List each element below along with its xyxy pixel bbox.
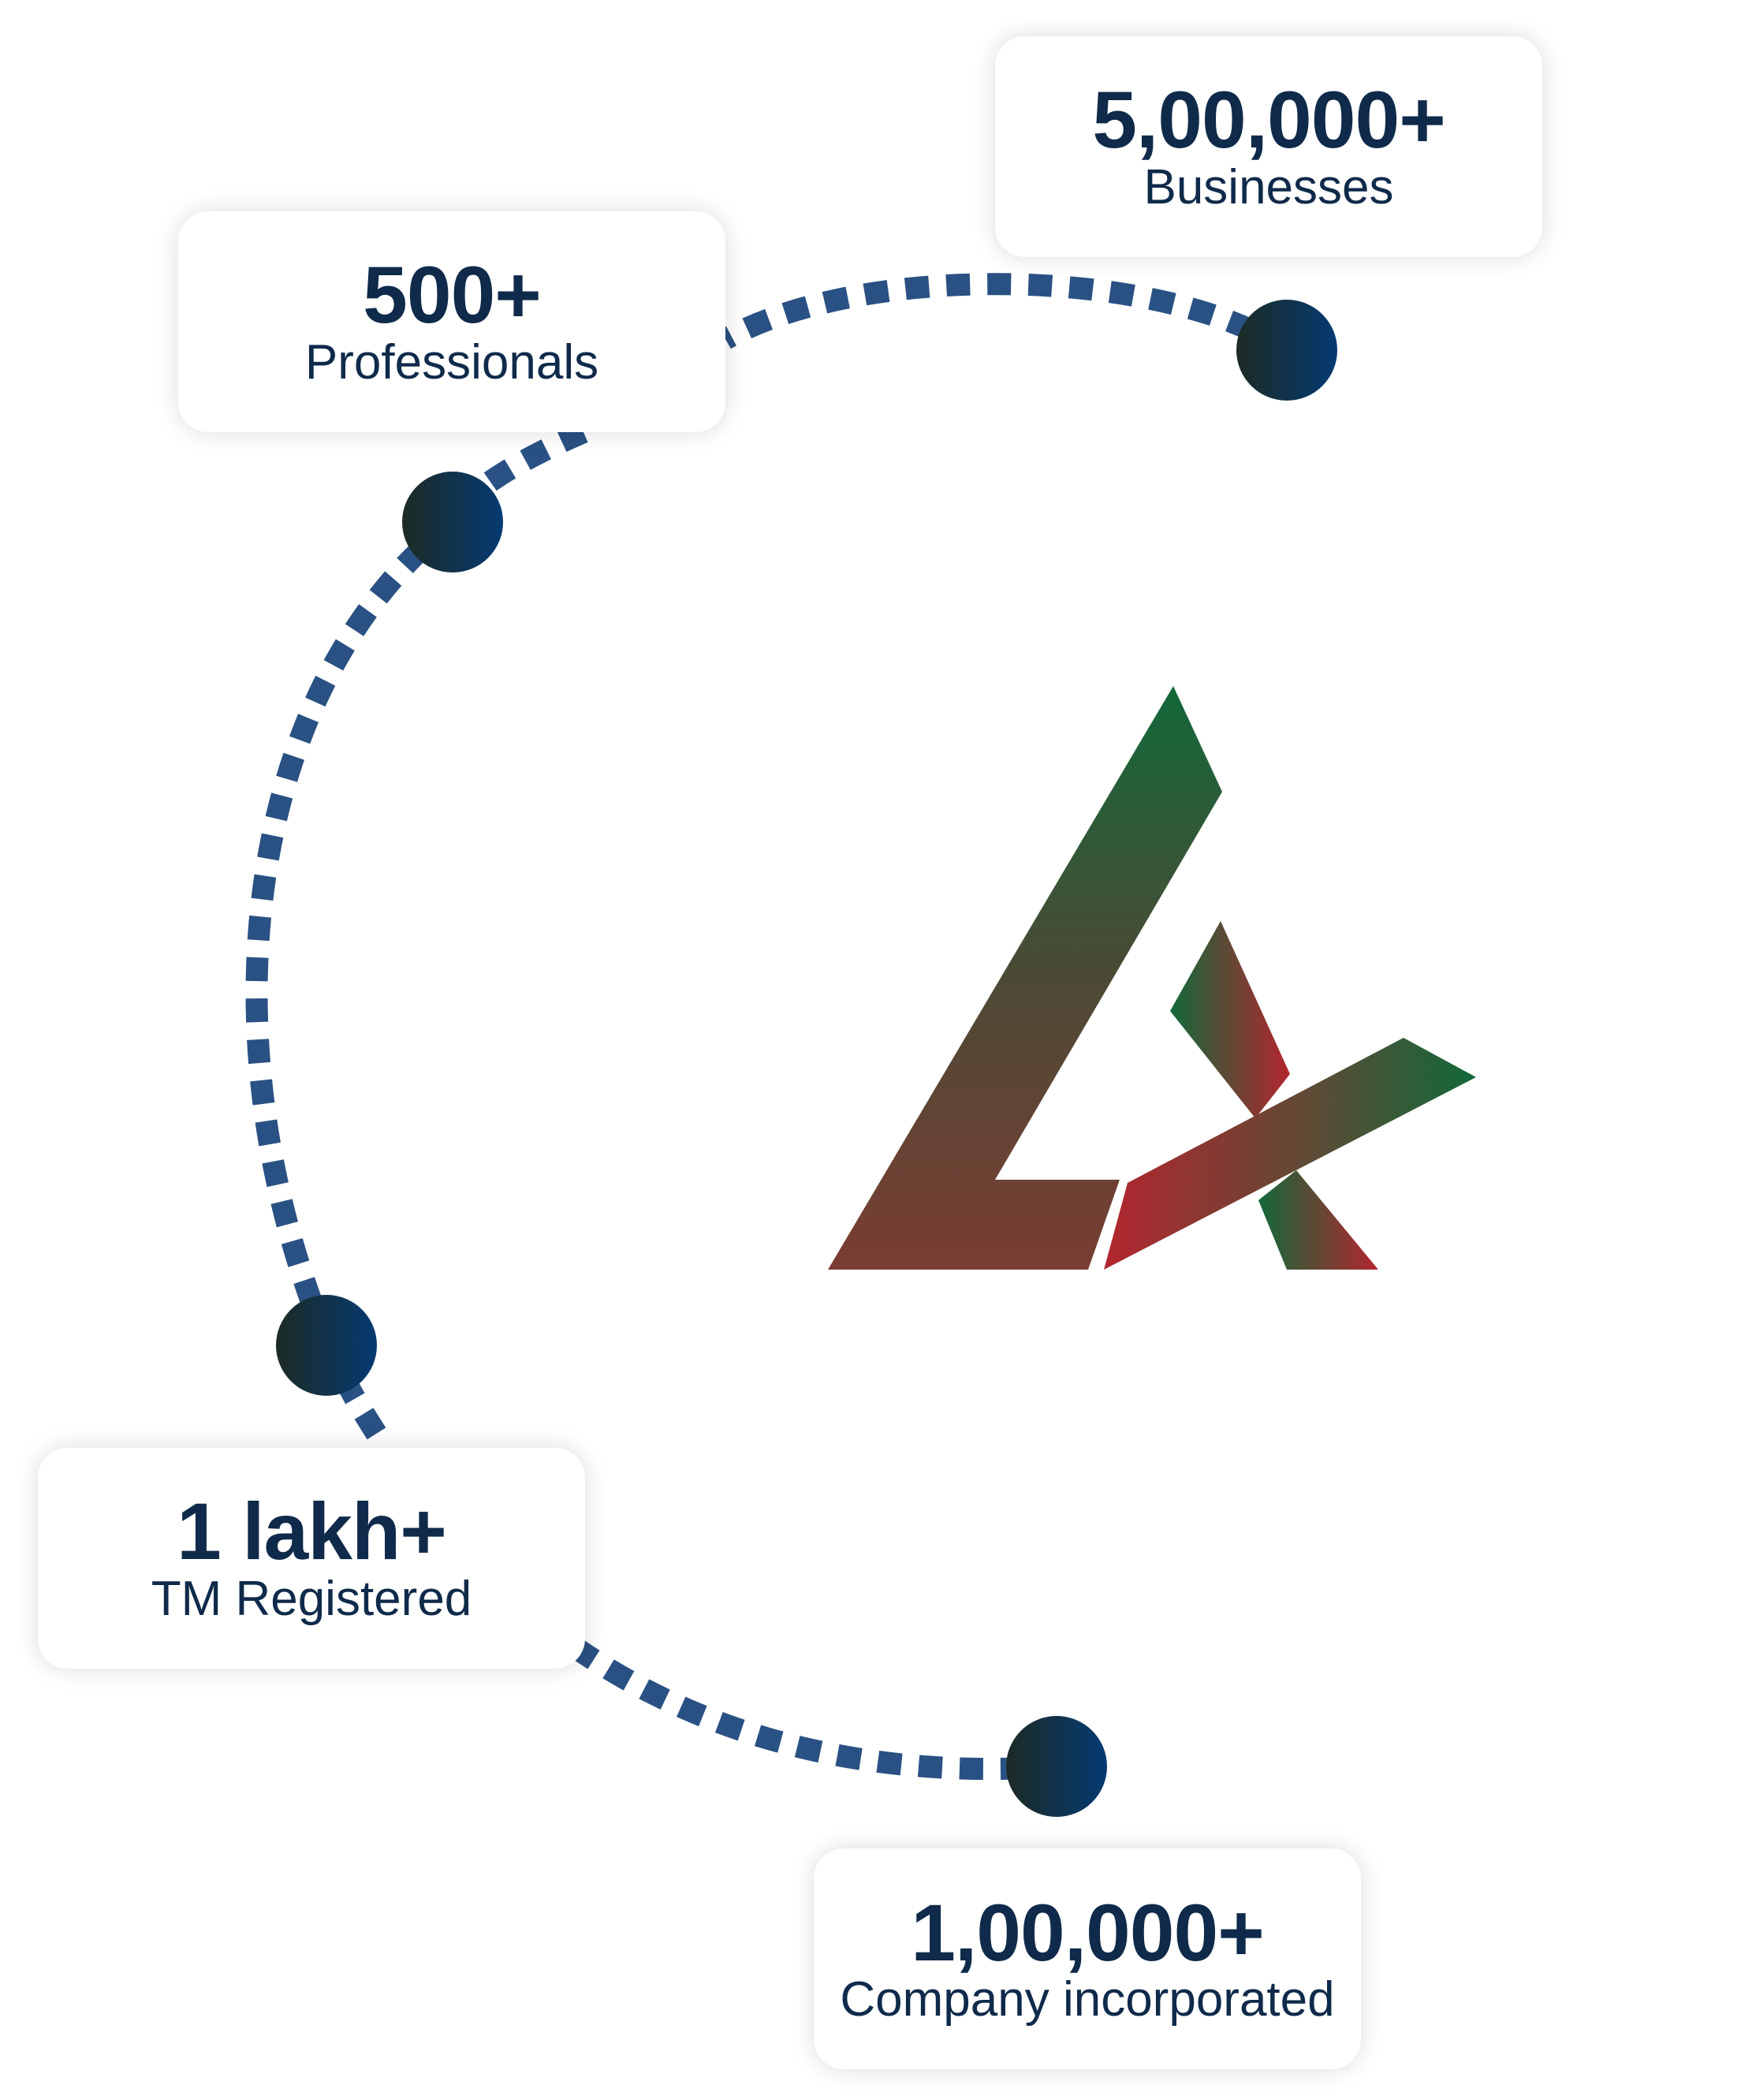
timeline-dot (276, 1295, 377, 1396)
timeline-dots (276, 300, 1337, 1817)
stat-value: 1 lakh+ (177, 1486, 447, 1576)
brand-logo-mark-icon (828, 686, 1476, 1270)
stat-card-company-incorporated: 1,00,000+ Company incorporated (814, 1848, 1361, 2069)
stat-label: TM Registered (151, 1571, 472, 1626)
stat-label: Company incorporated (840, 1972, 1335, 2027)
stat-value: 1,00,000+ (911, 1888, 1265, 1979)
timeline-dot (1006, 1716, 1107, 1817)
stat-value: 500+ (363, 249, 542, 340)
stat-label: Professionals (304, 334, 599, 390)
stat-label: Businesses (1143, 159, 1394, 214)
stat-card-businesses: 5,00,000+ Businesses (995, 36, 1542, 257)
timeline-dot (1236, 300, 1337, 401)
stat-value: 5,00,000+ (1092, 74, 1446, 165)
stat-card-professionals: 500+ Professionals (178, 211, 725, 432)
stat-card-tm-registered: 1 lakh+ TM Registered (38, 1448, 585, 1669)
timeline-dot (402, 472, 503, 573)
